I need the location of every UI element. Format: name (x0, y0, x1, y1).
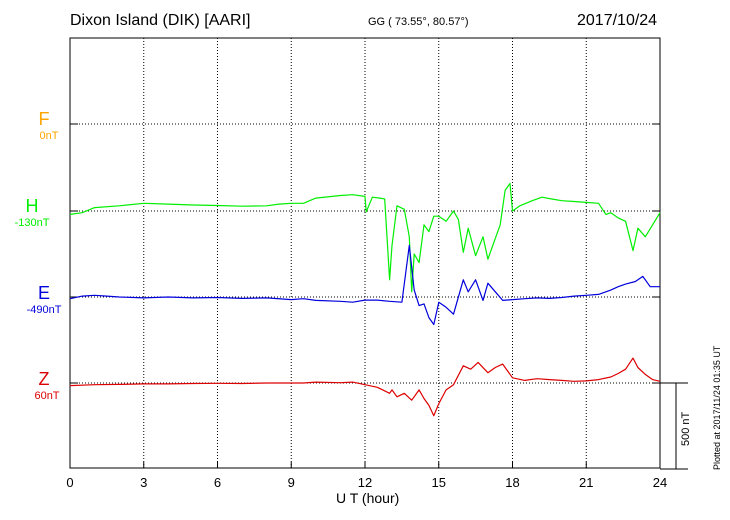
channel-baseline-z: 60nT (34, 390, 60, 402)
channel-baseline-e: -490nT (26, 304, 62, 316)
x-tick-label-0: 0 (66, 475, 74, 490)
scale-bar (660, 382, 688, 470)
channel-baseline-f: 0nT (39, 130, 59, 142)
series-line-e (69, 244, 660, 326)
series-lines (69, 182, 661, 417)
x-tick-label-6: 6 (213, 475, 222, 490)
scale-bar-label: 500 nT (680, 411, 692, 446)
channel-label-e: E -490nT (14, 283, 74, 316)
x-tick-label-21: 21 (579, 475, 594, 490)
geographic-coordinates: GG ( 73.55°, 80.57°) (368, 16, 469, 28)
plotted-timestamp: Plotted at 2017/11/24 01:35 UT (712, 345, 722, 470)
channel-name-h: H (25, 196, 39, 216)
x-tick-label-12: 12 (357, 475, 373, 490)
x-tick-label-9: 9 (287, 475, 295, 490)
x-axis-label: U T (hour) (336, 490, 400, 506)
plot-date: 2017/10/24 (577, 12, 658, 29)
plot-frame (69, 37, 661, 469)
channel-label-f: F 0nT (14, 109, 74, 142)
station-title: Dixon Island (DIK) [AARI] (70, 12, 251, 29)
x-tick-label-3: 3 (140, 475, 148, 490)
channel-label-h: H -130nT (2, 196, 62, 229)
channel-name-f: F (38, 109, 50, 129)
x-tick-label-24: 24 (652, 475, 668, 490)
channel-baseline-h: -130nT (14, 217, 50, 229)
x-tick-label-15: 15 (431, 475, 446, 490)
channel-name-z: Z (38, 369, 50, 389)
x-tick-label-18: 18 (505, 475, 520, 490)
plot-grid (70, 37, 660, 468)
series-line-h (69, 182, 661, 293)
series-line-z (69, 357, 661, 417)
plot-border (69, 37, 661, 469)
channel-label-z: Z 60nT (14, 369, 74, 402)
channel-name-e: E (37, 283, 50, 303)
x-axis-ticks (69, 462, 661, 468)
